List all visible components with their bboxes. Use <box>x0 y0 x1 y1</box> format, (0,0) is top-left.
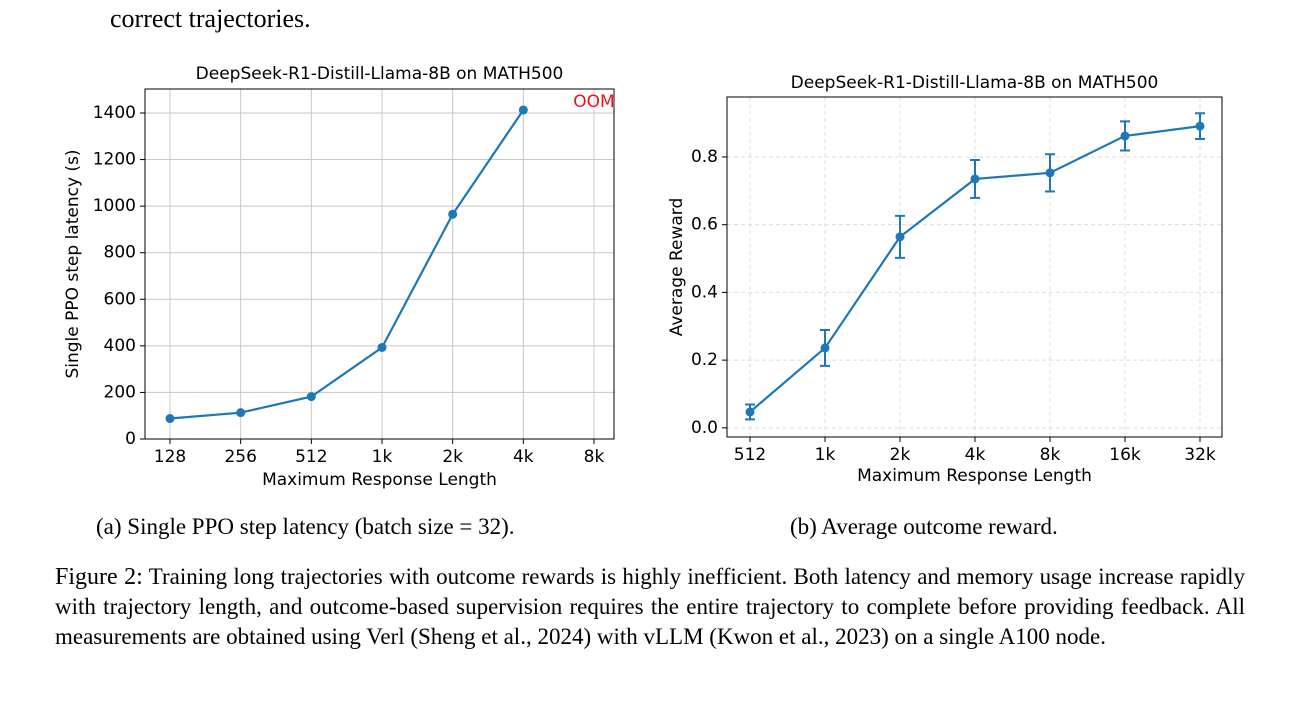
x-tick-label: 16k <box>1109 445 1141 465</box>
y-tick-label: 0.6 <box>691 215 718 235</box>
y-tick-label: 0.0 <box>691 418 718 438</box>
plot-frame <box>144 88 615 440</box>
x-tick-label: 32k <box>1184 445 1216 465</box>
x-axis-label: Maximum Response Length <box>262 470 497 490</box>
point <box>1195 121 1205 131</box>
y-tick-label: 0 <box>125 429 136 449</box>
y-tick-label: 200 <box>104 382 136 402</box>
x-tick-label: 1k <box>815 445 836 465</box>
point <box>377 342 387 352</box>
plot-frame <box>726 96 1223 438</box>
y-tick-label: 0.8 <box>691 147 718 167</box>
x-axis-label: Maximum Response Length <box>857 466 1092 486</box>
x-tick-label: 8k <box>584 447 605 467</box>
x-tick-label: 4k <box>965 445 986 465</box>
point <box>970 174 980 184</box>
x-tick-label: 2k <box>442 447 463 467</box>
x-tick-label: 8k <box>1040 445 1061 465</box>
figure-caption: Figure 2: Training long trajectories wit… <box>55 562 1245 652</box>
y-tick-label: 1000 <box>93 196 136 216</box>
caption-text: Training long trajectories with outcome … <box>55 564 1245 649</box>
figure-label: Figure 2: <box>55 564 143 590</box>
x-tick-label: 512 <box>734 445 766 465</box>
point <box>165 414 175 424</box>
point <box>448 209 458 219</box>
chart-title: DeepSeek-R1-Distill-Llama-8B on MATH500 <box>791 73 1159 93</box>
point <box>820 343 830 353</box>
point <box>236 408 246 418</box>
x-tick-label: 2k <box>890 445 911 465</box>
subcaption: (a) Single PPO step latency (batch size … <box>96 514 515 539</box>
chart-title: DeepSeek-R1-Distill-Llama-8B on MATH500 <box>196 64 564 84</box>
body-text: correct trajectories. <box>110 4 311 33</box>
point <box>745 407 755 417</box>
y-tick-label: 800 <box>104 243 136 263</box>
y-tick-label: 400 <box>104 336 136 356</box>
y-axis-label: Single PPO step latency (s) <box>63 149 83 378</box>
point <box>1045 168 1055 178</box>
y-tick-label: 0.4 <box>691 282 718 302</box>
annotation: OOM <box>573 92 614 112</box>
line <box>169 109 525 420</box>
y-tick-label: 1400 <box>93 103 136 123</box>
y-tick-label: 600 <box>104 289 136 309</box>
y-tick-label: 0.2 <box>691 350 718 370</box>
subcaption: (b) Average outcome reward. <box>790 514 1058 539</box>
x-tick-label: 128 <box>154 447 186 467</box>
x-tick-label: 4k <box>513 447 534 467</box>
point <box>895 232 905 242</box>
point <box>306 392 316 402</box>
y-axis-label: Average Reward <box>667 198 687 337</box>
x-tick-label: 256 <box>224 447 256 467</box>
point <box>518 105 528 115</box>
point <box>1120 131 1130 141</box>
x-tick-label: 1k <box>372 447 393 467</box>
x-tick-label: 512 <box>295 447 327 467</box>
y-tick-label: 1200 <box>93 150 136 170</box>
